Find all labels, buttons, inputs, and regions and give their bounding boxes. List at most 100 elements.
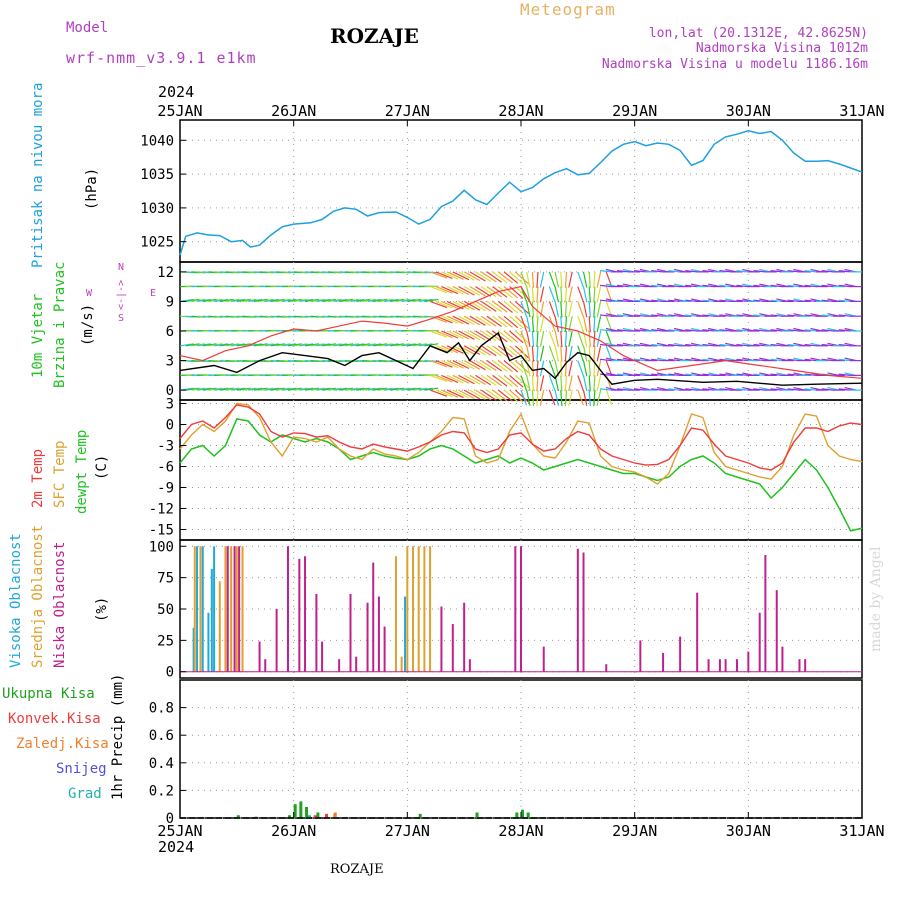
wind-arrow	[804, 343, 817, 347]
wind-arrow	[390, 298, 405, 302]
wind-arrow	[668, 270, 681, 273]
wind-arrow	[429, 271, 448, 279]
compass-glyph: <-|->	[116, 279, 127, 310]
grid-lines	[180, 120, 862, 819]
wind-arrow	[503, 345, 519, 358]
wind-arrow	[787, 329, 800, 332]
wind-arrow	[685, 358, 698, 362]
wind-arrow	[492, 360, 508, 372]
cloud-y-tick-label: 75	[157, 571, 174, 587]
wind-arrow	[395, 343, 410, 347]
wind-arrow	[568, 301, 573, 318]
wind-arrow	[560, 286, 563, 303]
wind-arrow	[526, 330, 531, 347]
wind-ylabel-sub: Brzina i Pravac	[52, 261, 68, 388]
wind-arrow	[480, 345, 497, 357]
wind-y-tick-label: 6	[166, 324, 174, 340]
model-label: Model	[66, 20, 109, 36]
wind-arrow	[248, 298, 263, 302]
wind-arrow	[458, 286, 475, 296]
wind-arrow	[304, 298, 319, 302]
wind-arrow	[486, 315, 502, 327]
wind-y-tick-label: 3	[166, 354, 174, 370]
wind-arrow	[236, 298, 251, 302]
wind-arrow	[821, 314, 834, 317]
temp-ylabel: 2m Temp	[30, 448, 46, 508]
wind-arrow	[605, 286, 613, 302]
wind-arrow	[599, 270, 612, 273]
wind-arrow	[520, 389, 528, 406]
temp-y-tick-label: 3	[166, 397, 174, 413]
wind-arrow	[668, 373, 681, 376]
wind-arrow	[685, 388, 698, 391]
wind-arrow	[554, 301, 559, 318]
wind-arrow	[441, 315, 459, 324]
wind-arrow	[214, 343, 229, 347]
wind-arrow	[838, 314, 851, 317]
wind-arrow	[316, 387, 331, 391]
wind-arrow	[560, 330, 563, 348]
wind-arrow	[593, 286, 596, 303]
wind-arrow	[339, 343, 354, 347]
wind-arrow	[253, 343, 268, 347]
wind-arrow	[634, 358, 647, 362]
wind-arrow	[441, 330, 459, 339]
compass-south-label: S	[118, 313, 125, 324]
conv-precip-bar	[313, 815, 317, 818]
wind-arrow	[531, 345, 535, 362]
wind-arrow	[446, 330, 464, 340]
wind-arrow	[548, 360, 556, 376]
wind-arrow	[599, 373, 612, 376]
wind-arrow	[634, 314, 647, 317]
wind-arrow	[702, 388, 715, 391]
wind-arrow	[514, 300, 530, 315]
wind-arrow	[463, 330, 481, 341]
wind-y-tick-label: 12	[157, 265, 174, 281]
wind-arrow	[509, 315, 524, 329]
precip-legend-snow: Snijeg	[56, 761, 107, 777]
wind-arrow	[616, 329, 630, 332]
wind-arrow	[536, 286, 539, 303]
wind-arrow	[616, 358, 630, 362]
wind-arrow	[548, 330, 556, 347]
wind-arrow	[514, 271, 530, 285]
wind-arrow	[582, 345, 588, 362]
bottom-day-label: 30JAN	[726, 822, 771, 840]
wind-arrow	[373, 387, 388, 391]
footer-place: ROZAJE	[330, 862, 384, 877]
wind-arrow	[634, 373, 647, 376]
wind-arrow	[424, 387, 439, 391]
wind-arrow	[378, 387, 393, 391]
wind-speed-line	[179, 331, 863, 386]
wind-arrow	[412, 343, 427, 347]
wind-arrow	[605, 315, 613, 332]
wind-arrow	[458, 389, 475, 400]
wind-arrow	[276, 343, 291, 347]
wind-gust-line	[179, 285, 863, 379]
wind-arrow	[526, 375, 531, 392]
wind-arrow	[702, 358, 715, 362]
wind-arrow	[651, 284, 664, 288]
wind-arrow	[736, 388, 749, 391]
wind-arrow	[838, 388, 851, 391]
wind-arrow	[475, 300, 492, 312]
wind-arrow	[582, 375, 588, 392]
wind-arrow	[526, 286, 531, 303]
wind-arrow	[582, 389, 588, 406]
wind-arrow	[509, 300, 524, 314]
wind-arrow	[270, 298, 285, 302]
wind-arrow	[753, 314, 766, 317]
wind-arrow	[293, 343, 308, 347]
wind-arrow	[564, 375, 568, 392]
wind-arrow	[486, 345, 502, 357]
wind-arrow	[651, 358, 664, 362]
wind-arrow	[536, 375, 539, 392]
wind-arrow	[804, 284, 817, 288]
wind-arrow	[787, 270, 800, 273]
wind-arrow	[568, 360, 573, 377]
wind-arrow	[593, 375, 596, 392]
wind-arrow	[520, 301, 528, 317]
compass-west-label: W	[86, 288, 93, 299]
wind-arrow	[469, 315, 486, 326]
wind-arrow	[276, 298, 291, 302]
